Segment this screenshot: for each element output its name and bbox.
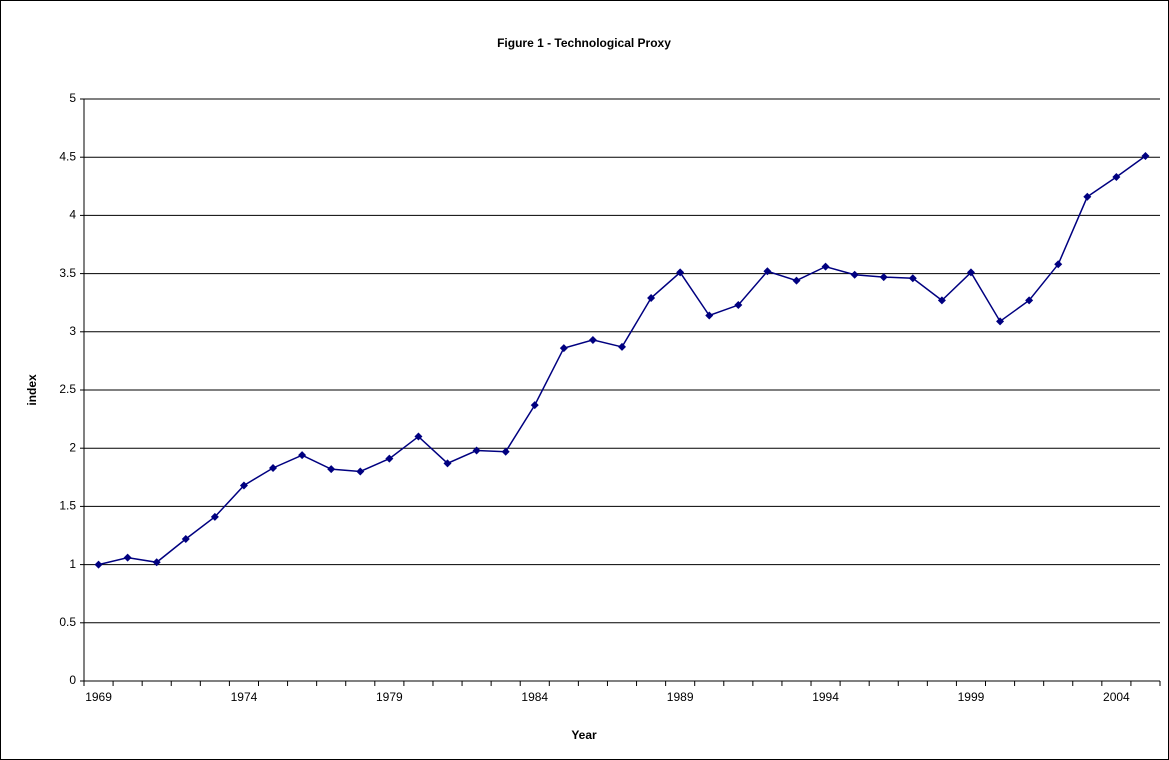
data-point: [94, 560, 103, 569]
data-point: [414, 432, 423, 441]
data-point: [269, 463, 278, 472]
y-tick-label: 0.5: [59, 615, 76, 629]
y-tick-label: 0: [69, 673, 76, 687]
y-tick-label: 1.5: [59, 499, 76, 513]
data-point: [559, 344, 568, 353]
data-point: [705, 311, 714, 320]
data-point: [152, 558, 161, 567]
data-point: [298, 451, 307, 460]
data-point: [879, 273, 888, 282]
data-point: [385, 454, 394, 463]
data-point: [530, 401, 539, 410]
y-axis-title: index: [25, 374, 39, 406]
data-point: [356, 467, 365, 476]
data-point: [763, 267, 772, 276]
data-point: [850, 270, 859, 279]
x-tick-label: 1984: [521, 690, 548, 704]
y-tick-label: 3.5: [59, 266, 76, 280]
data-point: [1083, 192, 1092, 201]
data-point: [181, 534, 190, 543]
data-point: [1141, 152, 1150, 161]
data-point: [618, 342, 626, 351]
data-point: [210, 512, 219, 521]
x-tick-label: 1969: [85, 690, 112, 704]
x-tick-label: 1999: [958, 690, 985, 704]
data-point: [588, 335, 597, 344]
data-point: [1025, 296, 1034, 305]
data-point: [501, 447, 510, 456]
data-point: [676, 268, 685, 277]
data-point: [937, 296, 946, 305]
data-point: [1112, 172, 1121, 181]
x-tick-label: 1979: [376, 690, 403, 704]
data-point: [996, 317, 1005, 326]
data-point: [1054, 260, 1063, 269]
data-point: [327, 465, 336, 474]
data-point: [443, 459, 452, 468]
data-point: [647, 294, 656, 303]
y-tick-label: 2.5: [59, 382, 76, 396]
data-point: [821, 262, 830, 271]
x-tick-label: 2004: [1103, 690, 1130, 704]
x-tick-label: 1994: [812, 690, 839, 704]
x-tick-label: 1974: [231, 690, 258, 704]
y-tick-label: 1: [69, 557, 76, 571]
data-point: [966, 268, 975, 277]
y-tick-label: 3: [69, 324, 76, 338]
chart-title: Figure 1 - Technological Proxy: [497, 36, 671, 50]
data-point: [792, 276, 801, 285]
data-point: [734, 301, 743, 310]
y-tick-label: 4.5: [59, 149, 76, 163]
data-point: [123, 553, 132, 562]
x-tick-label: 1989: [667, 690, 694, 704]
y-tick-label: 5: [69, 91, 76, 105]
data-point: [908, 274, 917, 283]
y-tick-label: 4: [69, 208, 76, 222]
x-axis-title: Year: [571, 728, 597, 742]
y-tick-label: 2: [69, 440, 76, 454]
data-point: [472, 446, 481, 455]
data-point: [239, 481, 248, 490]
